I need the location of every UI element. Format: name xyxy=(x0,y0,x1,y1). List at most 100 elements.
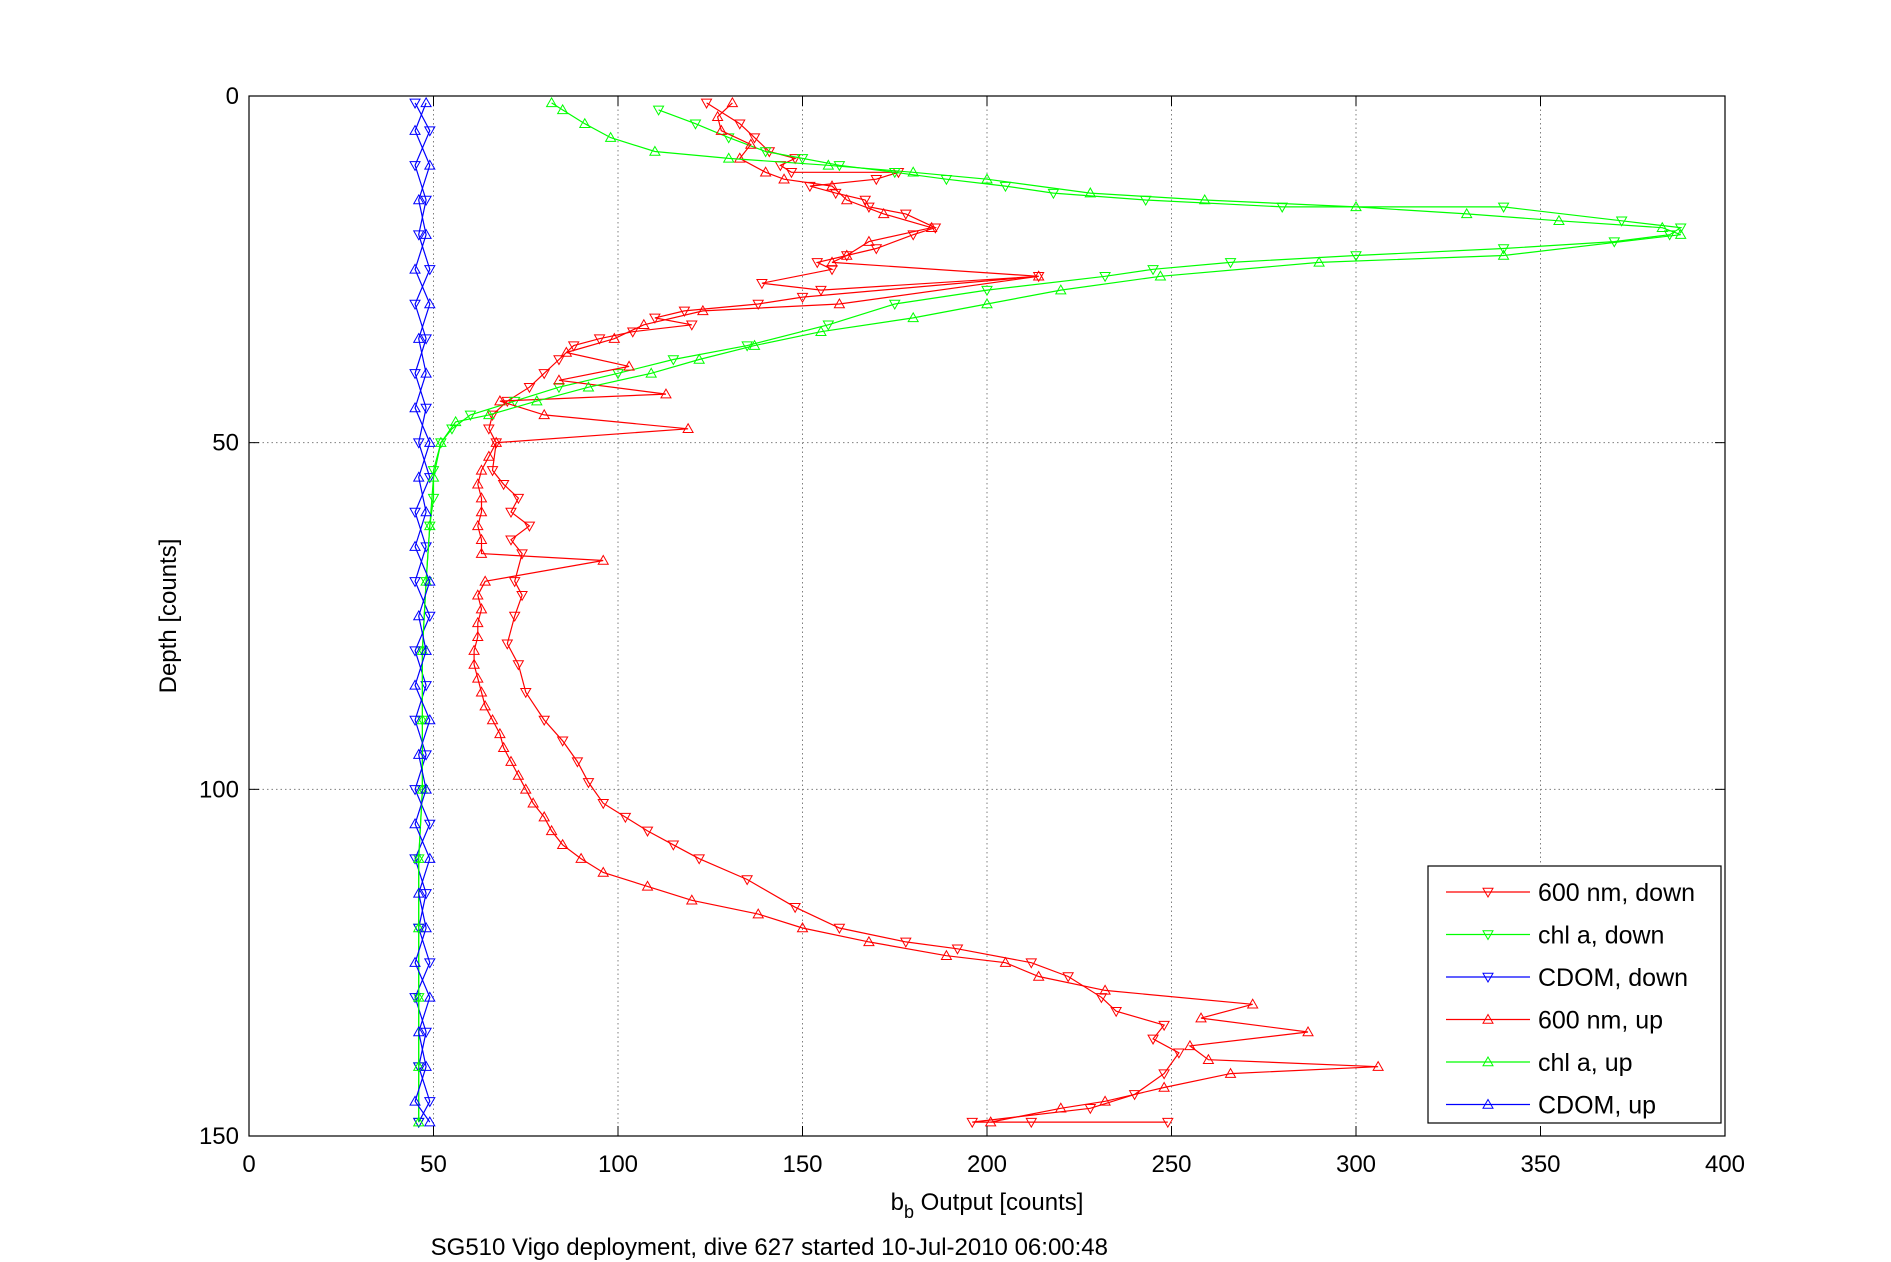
data-point-marker xyxy=(482,408,495,420)
data-point-marker xyxy=(1062,972,1075,983)
data-point-marker xyxy=(752,908,765,919)
data-point-marker xyxy=(811,258,824,269)
data-point-marker xyxy=(412,332,425,343)
data-point-marker xyxy=(649,145,661,156)
data-point-marker xyxy=(560,346,573,357)
data-point-marker xyxy=(700,98,713,109)
data-point-marker xyxy=(423,473,436,484)
data-point-marker xyxy=(409,124,421,135)
legend-box xyxy=(1427,865,1722,1124)
data-point-marker xyxy=(1047,188,1060,200)
data-point-marker xyxy=(1032,270,1045,281)
data-point-marker xyxy=(482,424,495,435)
data-point-marker xyxy=(412,193,425,205)
data-point-marker xyxy=(409,646,421,657)
x-tick-label: 0 xyxy=(242,1151,255,1178)
data-point-marker xyxy=(420,1060,432,1071)
data-point-marker xyxy=(999,956,1012,967)
data-point-marker xyxy=(423,436,436,447)
data-point-marker xyxy=(423,575,436,586)
data-point-marker xyxy=(1553,214,1565,226)
data-point-marker xyxy=(907,166,920,177)
data-point-marker xyxy=(888,168,901,179)
data-point-marker xyxy=(449,415,462,427)
data-point-marker xyxy=(435,436,447,447)
data-point-marker xyxy=(604,131,617,142)
data-point-marker xyxy=(545,824,558,836)
data-point-marker xyxy=(416,713,429,725)
data-point-marker xyxy=(420,681,432,692)
legend-marker xyxy=(1482,930,1494,941)
data-point-marker xyxy=(409,817,421,829)
data-point-marker xyxy=(1674,228,1687,239)
data-point-marker xyxy=(420,195,432,207)
data-point-marker xyxy=(412,748,425,759)
data-point-marker xyxy=(1147,265,1159,276)
data-point-marker xyxy=(475,505,488,517)
x-axis-label-subscript: b xyxy=(904,1202,914,1222)
legend-label: chl a, down xyxy=(1538,922,1664,950)
data-point-marker xyxy=(863,235,875,246)
data-point-marker xyxy=(1302,1025,1314,1037)
data-point-marker xyxy=(409,263,421,274)
data-point-marker xyxy=(575,852,587,863)
x-tick-label: 100 xyxy=(598,1151,638,1178)
data-point-marker xyxy=(682,422,694,434)
data-point-marker xyxy=(505,755,517,766)
data-point-marker xyxy=(501,639,514,650)
data-point-marker xyxy=(582,778,595,789)
data-point-marker xyxy=(789,154,801,165)
data-point-marker xyxy=(796,292,809,304)
data-point-marker xyxy=(785,168,798,179)
data-point-marker xyxy=(608,332,621,343)
data-point-marker xyxy=(523,521,536,532)
legend-marker xyxy=(1482,972,1494,984)
series-line xyxy=(414,102,431,1123)
data-point-marker xyxy=(759,166,772,177)
series-600-nm-up xyxy=(468,96,1385,1127)
data-point-marker xyxy=(748,133,761,144)
data-point-marker xyxy=(626,327,639,338)
data-point-marker xyxy=(660,388,672,399)
data-point-marker xyxy=(423,265,436,276)
legend-marker xyxy=(1482,1055,1494,1067)
data-point-marker xyxy=(486,410,499,421)
data-point-marker xyxy=(420,228,432,239)
data-point-marker xyxy=(508,396,521,408)
data-point-marker xyxy=(863,935,875,947)
data-point-marker xyxy=(538,369,551,380)
data-point-marker xyxy=(981,285,993,297)
data-point-marker xyxy=(1224,258,1237,269)
data-point-marker xyxy=(689,119,702,130)
data-point-marker xyxy=(471,630,484,642)
data-point-marker xyxy=(1158,1069,1170,1080)
data-point-marker xyxy=(519,783,532,794)
data-point-marker xyxy=(409,299,421,311)
data-point-marker xyxy=(409,540,421,551)
data-point-marker xyxy=(678,306,691,317)
data-point-marker xyxy=(623,360,635,371)
data-point-marker xyxy=(471,478,484,489)
data-point-marker xyxy=(409,369,421,380)
data-point-marker xyxy=(652,105,665,116)
x-axis-label-rest: Output [counts] xyxy=(914,1189,1083,1216)
data-point-marker xyxy=(637,318,650,330)
data-point-marker xyxy=(556,103,569,115)
data-point-marker xyxy=(733,152,746,163)
data-point-marker xyxy=(420,921,432,933)
data-point-marker xyxy=(409,98,421,109)
legend-label: CDOM, up xyxy=(1538,1092,1656,1120)
data-point-marker xyxy=(741,875,754,886)
figure-caption: SG510 Vigo deployment, dive 627 started … xyxy=(431,1234,1108,1261)
legend-label: 600 nm, down xyxy=(1538,879,1695,907)
x-tick-label: 50 xyxy=(420,1151,447,1178)
data-point-marker xyxy=(420,505,432,517)
legend-label: 600 nm, up xyxy=(1538,1007,1663,1035)
data-point-marker xyxy=(553,374,565,385)
ticks: 0 50 100 150 200 250 300 350 400 0 50 100 150 xyxy=(199,83,1745,1178)
data-point-marker xyxy=(519,688,532,699)
data-point-marker xyxy=(685,894,698,905)
data-point-marker xyxy=(501,396,514,408)
data-point-marker xyxy=(412,438,425,449)
data-point-marker xyxy=(815,285,827,297)
